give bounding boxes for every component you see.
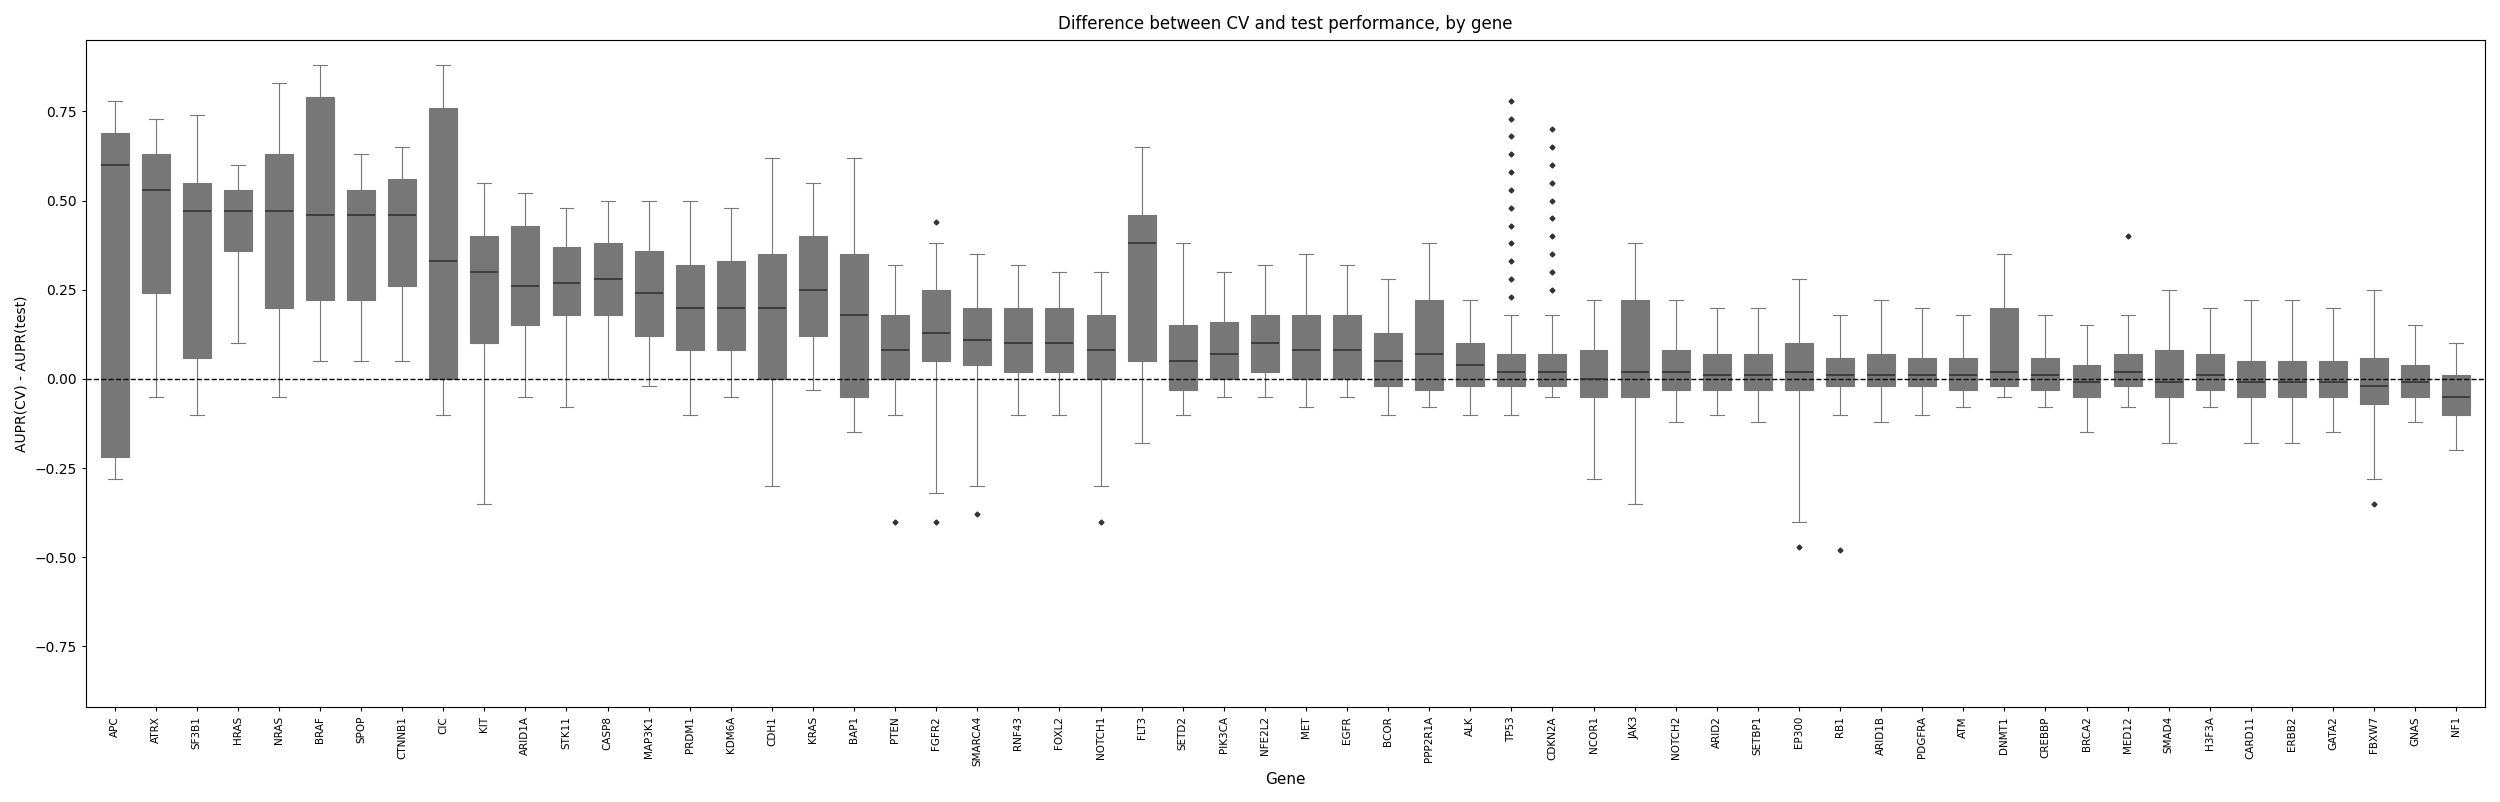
PathPatch shape: [1662, 350, 1690, 390]
PathPatch shape: [2195, 354, 2222, 390]
PathPatch shape: [2112, 354, 2142, 386]
PathPatch shape: [100, 133, 127, 457]
PathPatch shape: [592, 243, 622, 314]
PathPatch shape: [1168, 326, 1198, 390]
PathPatch shape: [2360, 358, 2388, 404]
X-axis label: Gene: Gene: [1265, 772, 1305, 787]
PathPatch shape: [1785, 343, 1812, 390]
PathPatch shape: [2032, 358, 2060, 390]
PathPatch shape: [2442, 375, 2470, 415]
PathPatch shape: [1128, 215, 1155, 361]
PathPatch shape: [1620, 301, 1648, 397]
PathPatch shape: [142, 154, 170, 294]
PathPatch shape: [1045, 308, 1072, 372]
PathPatch shape: [2238, 361, 2265, 397]
PathPatch shape: [1825, 358, 1855, 386]
PathPatch shape: [430, 108, 457, 379]
PathPatch shape: [512, 225, 540, 326]
PathPatch shape: [1498, 354, 1525, 386]
Y-axis label: AUPR(CV) - AUPR(test): AUPR(CV) - AUPR(test): [15, 295, 30, 452]
PathPatch shape: [718, 261, 745, 350]
PathPatch shape: [552, 247, 580, 314]
PathPatch shape: [1250, 314, 1280, 372]
PathPatch shape: [2400, 365, 2430, 397]
PathPatch shape: [305, 97, 335, 301]
PathPatch shape: [1703, 354, 1730, 390]
PathPatch shape: [1990, 308, 2018, 386]
PathPatch shape: [1415, 301, 1442, 390]
PathPatch shape: [348, 190, 375, 301]
PathPatch shape: [800, 237, 828, 336]
PathPatch shape: [675, 265, 702, 350]
PathPatch shape: [1332, 314, 1360, 379]
PathPatch shape: [962, 308, 992, 365]
PathPatch shape: [2320, 361, 2347, 397]
PathPatch shape: [225, 190, 253, 250]
PathPatch shape: [1745, 354, 1772, 390]
PathPatch shape: [1580, 350, 1608, 397]
PathPatch shape: [922, 290, 950, 361]
PathPatch shape: [880, 314, 910, 379]
PathPatch shape: [1908, 358, 1935, 386]
PathPatch shape: [1458, 343, 1485, 386]
PathPatch shape: [1868, 354, 1895, 386]
PathPatch shape: [840, 254, 867, 397]
PathPatch shape: [2072, 365, 2100, 397]
PathPatch shape: [1088, 314, 1115, 379]
PathPatch shape: [2155, 350, 2182, 397]
PathPatch shape: [265, 154, 292, 308]
PathPatch shape: [1005, 308, 1032, 372]
PathPatch shape: [388, 179, 415, 286]
PathPatch shape: [2278, 361, 2305, 397]
PathPatch shape: [758, 254, 785, 379]
PathPatch shape: [1210, 322, 1238, 379]
Title: Difference between CV and test performance, by gene: Difference between CV and test performan…: [1058, 15, 1512, 33]
PathPatch shape: [1538, 354, 1568, 386]
PathPatch shape: [1950, 358, 1978, 390]
PathPatch shape: [182, 183, 210, 358]
PathPatch shape: [1292, 314, 1320, 379]
PathPatch shape: [1375, 333, 1402, 386]
PathPatch shape: [470, 237, 498, 343]
PathPatch shape: [635, 250, 662, 336]
